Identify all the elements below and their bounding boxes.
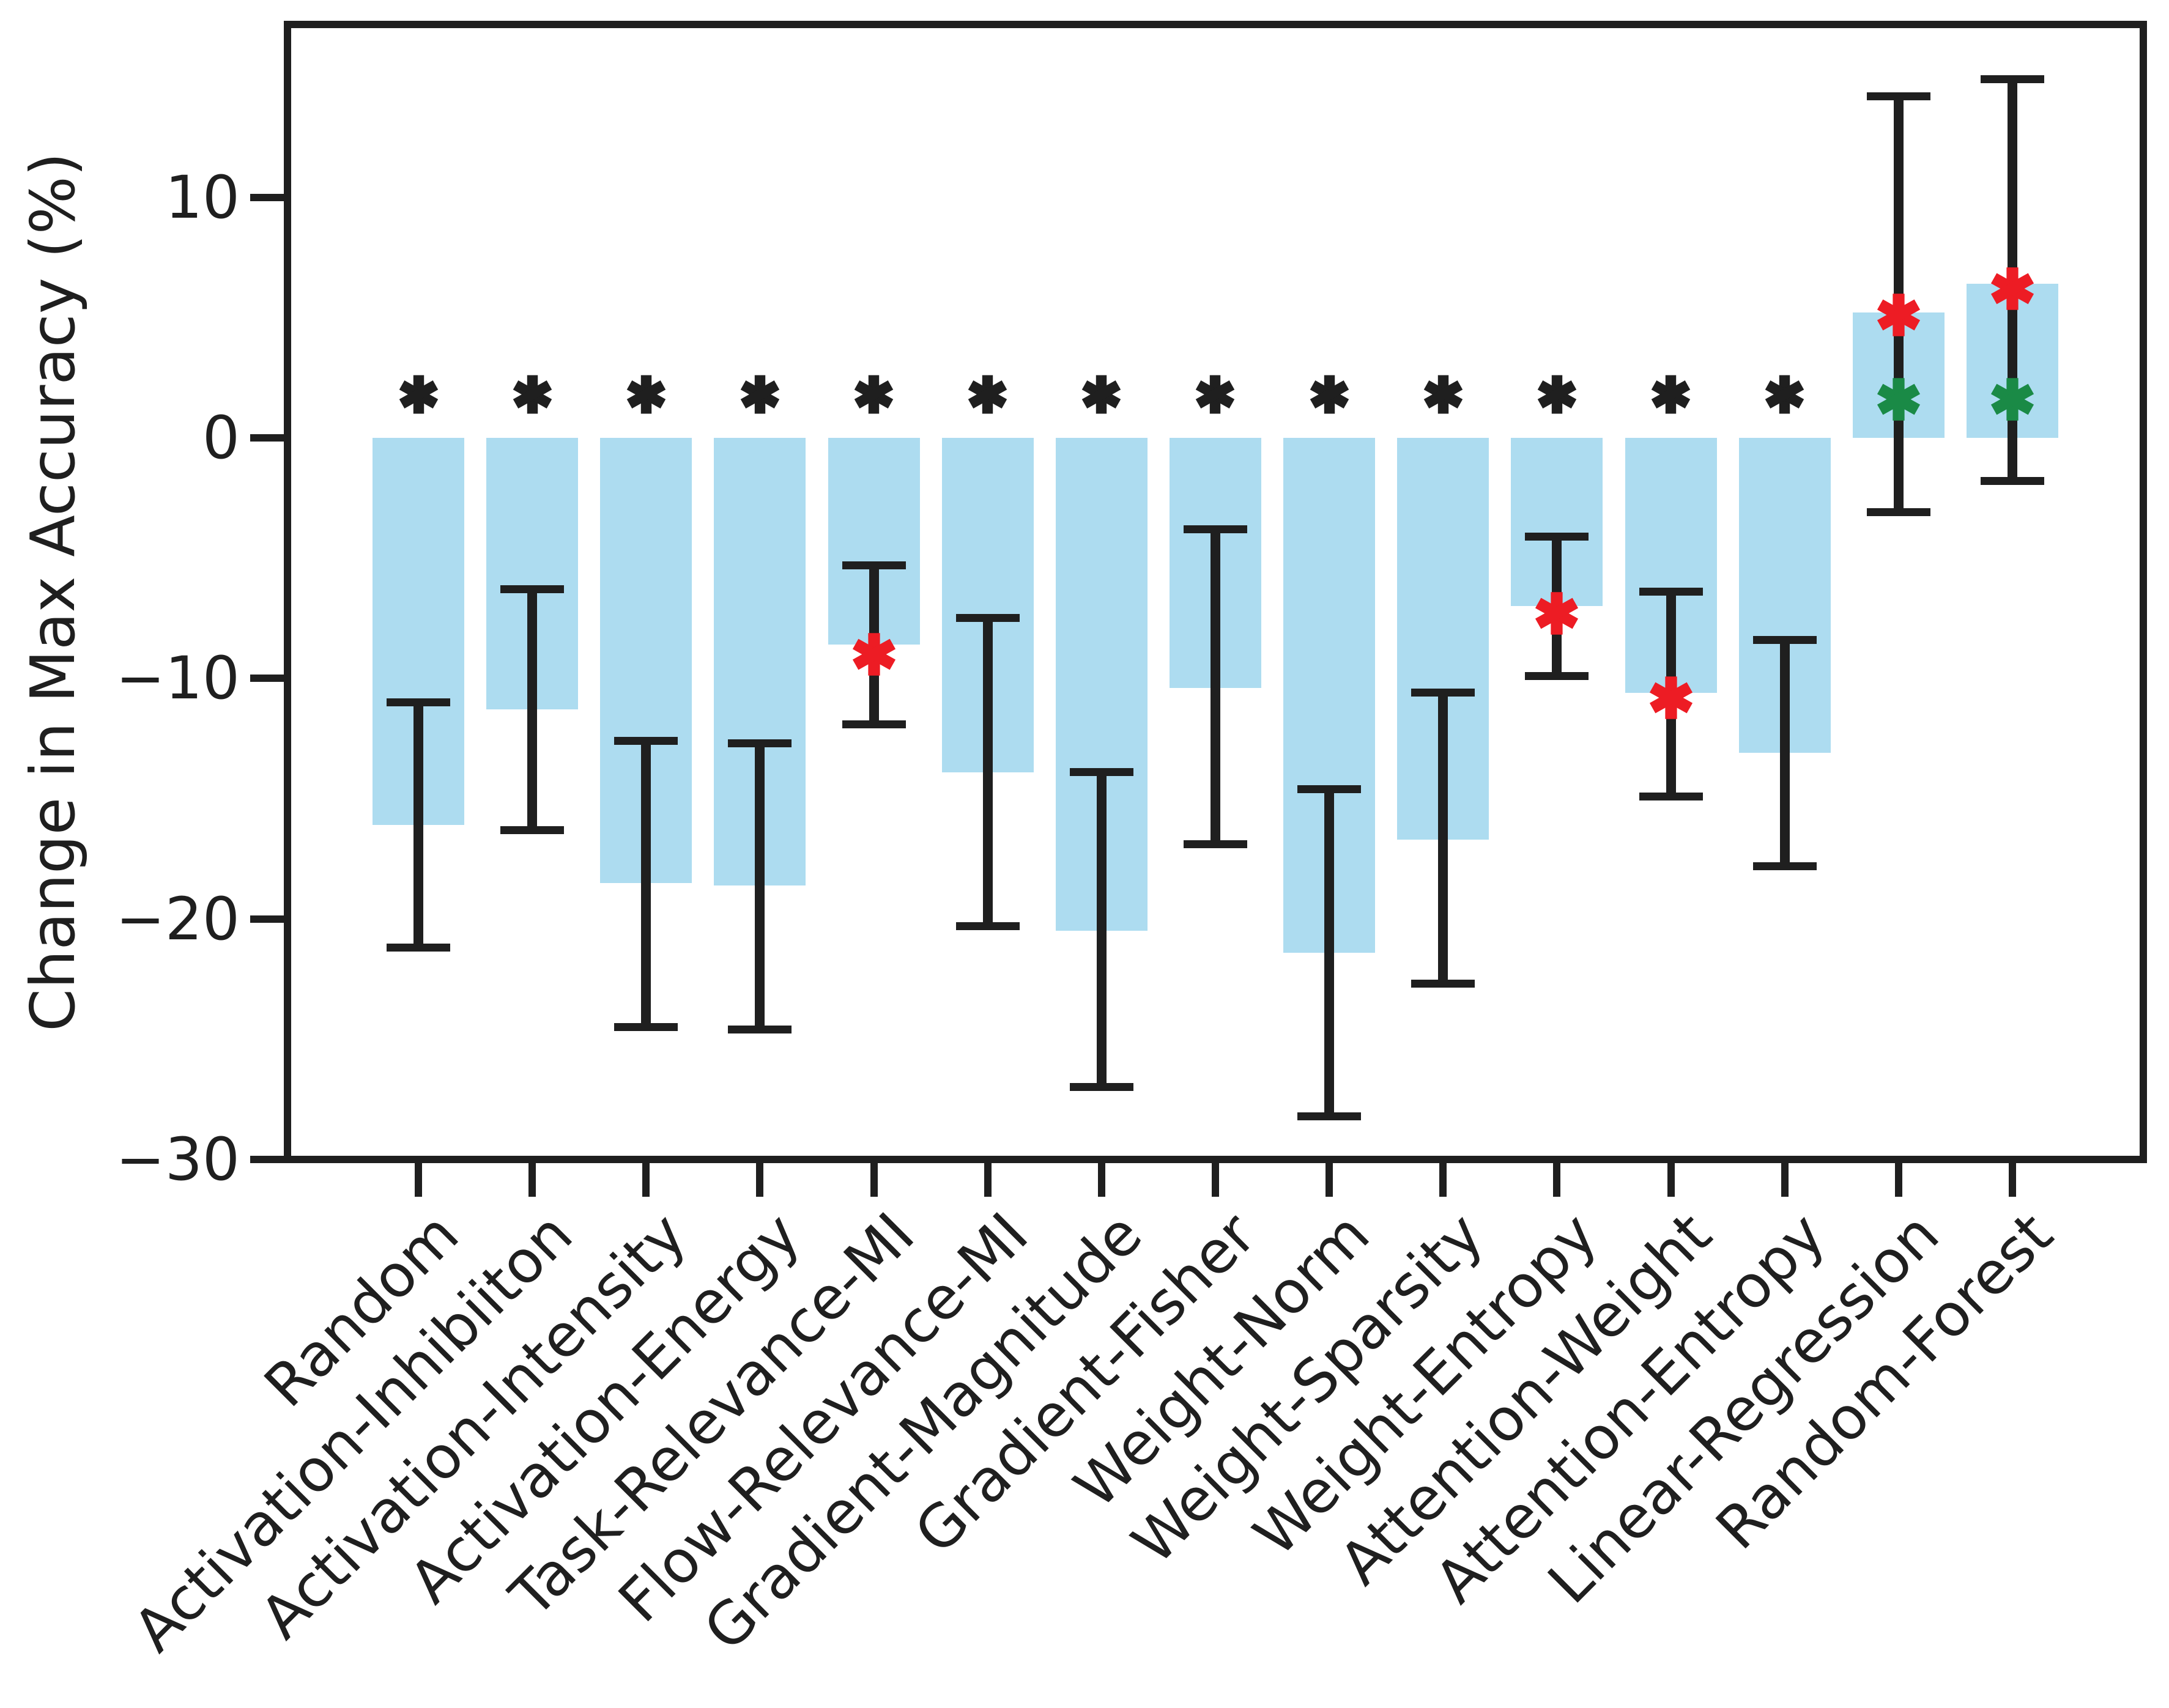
x-tick (528, 1163, 536, 1197)
sig-asterisk-black (1537, 371, 1578, 418)
y-tick-label: −10 (116, 644, 240, 713)
y-tick (250, 193, 284, 201)
x-tick (1326, 1163, 1333, 1197)
error-line (1438, 692, 1448, 984)
sig-asterisk-black (626, 371, 667, 418)
error-cap-top (1980, 75, 2044, 84)
error-cap-top (728, 739, 792, 747)
x-tick (1211, 1163, 1219, 1197)
error-line (527, 589, 538, 830)
x-tick (756, 1163, 764, 1197)
error-cap-bottom (1525, 671, 1589, 680)
error-line (413, 702, 423, 948)
sig-asterisk-black (740, 371, 780, 418)
y-tick (250, 1155, 284, 1163)
error-cap-top (500, 585, 565, 594)
error-cap-top (1297, 785, 1362, 793)
y-tick (250, 915, 284, 923)
y-tick-label: −30 (116, 1125, 240, 1194)
y-tick (250, 675, 284, 682)
error-line (755, 743, 765, 1030)
error-cap-bottom (500, 826, 565, 834)
sig-asterisk-red (1876, 289, 1921, 341)
error-cap-bottom (1183, 840, 1247, 849)
sig-asterisk-black (1195, 371, 1236, 418)
sig-asterisk-black (1650, 371, 1691, 418)
error-cap-bottom (387, 944, 450, 952)
error-cap-bottom (728, 1026, 792, 1034)
x-tick (642, 1163, 650, 1197)
sig-asterisk-green (1990, 374, 2035, 425)
error-cap-bottom (1069, 1083, 1133, 1092)
sig-asterisk-green (1876, 374, 1921, 425)
error-cap-bottom (1980, 477, 2044, 486)
error-cap-bottom (1752, 862, 1817, 870)
error-cap-top (1639, 588, 1703, 596)
x-tick (1894, 1163, 1902, 1197)
x-tick (984, 1163, 992, 1197)
x-tick (1439, 1163, 1447, 1197)
error-cap-top (1866, 92, 1930, 100)
error-line (1779, 640, 1790, 867)
x-tick (1667, 1163, 1675, 1197)
plot-area (284, 21, 2147, 1163)
error-line (1210, 529, 1220, 845)
sig-asterisk-black (1309, 371, 1350, 418)
sig-asterisk-black (1081, 371, 1122, 418)
error-cap-top (614, 737, 678, 745)
sig-asterisk-black (512, 371, 553, 418)
sig-asterisk-red (851, 629, 897, 680)
x-tick (870, 1163, 878, 1197)
sig-asterisk-red (1648, 672, 1694, 723)
y-tick-label: 0 (202, 404, 240, 472)
error-cap-bottom (1297, 1112, 1362, 1120)
error-cap-top (1752, 635, 1817, 644)
sig-asterisk-red (1534, 588, 1579, 639)
error-cap-bottom (1411, 980, 1475, 988)
y-tick-label: 10 (165, 163, 240, 232)
error-line (641, 741, 651, 1027)
error-line (982, 618, 993, 926)
error-line (1324, 789, 1335, 1117)
error-cap-bottom (614, 1023, 678, 1032)
error-cap-top (1183, 525, 1247, 533)
x-tick (1097, 1163, 1105, 1197)
x-tick (415, 1163, 422, 1197)
y-tick-label: −20 (116, 884, 240, 953)
error-cap-bottom (842, 720, 906, 728)
sig-asterisk-black (967, 371, 1008, 418)
error-cap-bottom (1639, 792, 1703, 800)
x-tick (1553, 1163, 1561, 1197)
sig-asterisk-black (1423, 371, 1464, 418)
error-cap-bottom (955, 922, 1020, 930)
error-line (1096, 772, 1107, 1087)
sig-asterisk-black (398, 371, 439, 418)
error-cap-top (1069, 768, 1133, 777)
sig-asterisk-red (1990, 263, 2035, 314)
x-tick (2008, 1163, 2016, 1197)
x-tick (1781, 1163, 1789, 1197)
y-tick (250, 434, 284, 442)
sig-asterisk-black (1764, 371, 1805, 418)
error-cap-top (387, 698, 450, 707)
error-cap-top (1525, 532, 1589, 541)
error-cap-top (955, 614, 1020, 623)
sig-asterisk-black (853, 371, 894, 418)
error-cap-top (842, 561, 906, 569)
error-cap-bottom (1866, 508, 1930, 517)
error-cap-top (1411, 689, 1475, 697)
